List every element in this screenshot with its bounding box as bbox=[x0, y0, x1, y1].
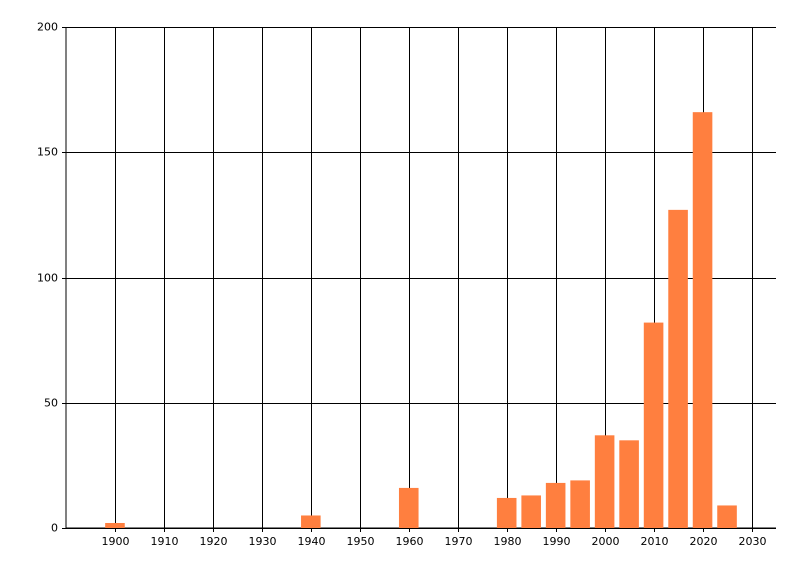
x-tick-label: 1990 bbox=[543, 535, 571, 548]
y-tick-label: 150 bbox=[37, 146, 58, 159]
bar bbox=[521, 495, 541, 528]
bar bbox=[301, 515, 321, 528]
bar bbox=[643, 322, 664, 528]
x-tick-label: 2010 bbox=[641, 535, 669, 548]
bar bbox=[692, 112, 713, 529]
y-tick-label: 200 bbox=[37, 21, 58, 34]
x-tick-label: 2000 bbox=[592, 535, 620, 548]
y-tick-label: 100 bbox=[37, 272, 58, 285]
x-tick-label: 1950 bbox=[347, 535, 375, 548]
bar bbox=[398, 487, 419, 528]
x-tick-label: 1980 bbox=[494, 535, 522, 548]
y-tick-label: 50 bbox=[44, 397, 58, 410]
bar bbox=[717, 505, 737, 528]
x-tick-label: 1930 bbox=[249, 535, 277, 548]
bar bbox=[105, 522, 125, 528]
x-tick-label: 2030 bbox=[739, 535, 767, 548]
y-tick-label: 0 bbox=[51, 522, 58, 535]
bar bbox=[496, 497, 517, 528]
bar bbox=[668, 209, 688, 529]
x-tick-label: 1920 bbox=[200, 535, 228, 548]
x-tick-label: 1960 bbox=[396, 535, 424, 548]
x-tick-label: 1910 bbox=[151, 535, 179, 548]
bar bbox=[570, 480, 590, 528]
x-tick-label: 1900 bbox=[102, 535, 130, 548]
bar bbox=[619, 440, 639, 528]
x-tick-label: 1940 bbox=[298, 535, 326, 548]
bar bbox=[545, 482, 566, 528]
bar bbox=[594, 435, 615, 528]
x-tick-label: 1970 bbox=[445, 535, 473, 548]
x-tick-label: 2020 bbox=[690, 535, 718, 548]
